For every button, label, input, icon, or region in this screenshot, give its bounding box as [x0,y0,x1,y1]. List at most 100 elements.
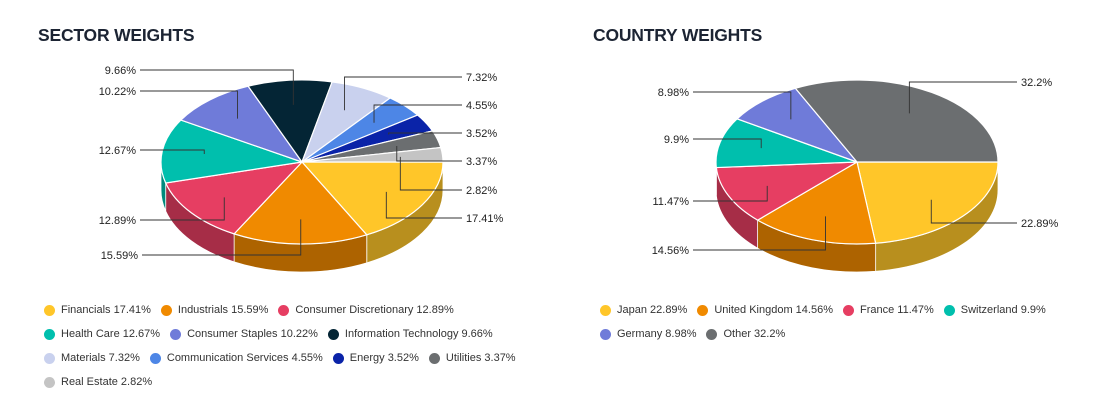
leader-line-industrials [142,219,302,256]
country-weights-pie-chart: 22.89% 14.56% 11.47% 9.9% 8.98% 32.2% [652,77,1059,273]
leader-line-information-technology [140,69,294,105]
legend-item-information-technology[interactable]: Information Technology 9.66% [327,322,493,346]
legend-item-france[interactable]: France 11.47% [842,298,934,322]
leader-line-germany [693,91,792,120]
legend-label: Materials 7.32% [61,352,140,364]
legend-item-financials[interactable]: Financials 17.41% [44,298,151,322]
leader-line-france [693,185,768,202]
legend-swatch-icon [44,376,55,388]
leader-line-consumer-staples [140,90,238,119]
legend-swatch-icon [943,304,955,316]
leader-line-japan [930,199,1017,224]
pie-slice-real-estate[interactable] [301,146,444,163]
country-weights-panel: COUNTRY WEIGHTS 22.89% 14.56% 11.47% 9.9% 8.… [560,0,1099,418]
leader-line-other [908,81,1017,114]
pie-slice-financials[interactable] [300,161,444,236]
legend-swatch-icon [706,328,718,340]
data-label-consumer-staples: 10.22% [99,86,137,98]
data-label-utilities: 3.37% [466,156,497,168]
legend-item-united-kingdom[interactable]: United Kingdom 14.56% [697,298,833,322]
legend-swatch-icon [842,304,854,316]
pie-slice-france[interactable] [715,161,858,221]
legend-label: Other 32.2% [723,328,786,340]
data-label-consumer-discretionary: 12.89% [99,215,137,227]
legend-item-communication-services[interactable]: Communication Services 4.55% [149,346,323,370]
legend-item-switzerland[interactable]: Switzerland 9.9% [943,298,1046,322]
legend-label: Consumer Discretionary 12.89% [295,304,454,316]
leader-line-consumer-discretionary [140,197,225,221]
leader-line-financials [385,191,462,219]
data-label-financials: 17.41% [466,213,504,225]
pie-data-labels: 17.41% 15.59% 12.89% 12.67% 10.22% 9.66% 7.32%… [99,65,504,262]
data-label-france: 11.47% [653,196,690,208]
leader-line-switzerland [693,138,762,149]
data-label-germany: 8.98% [658,87,689,99]
legend-swatch-icon [600,304,611,316]
pie-slice-health-care[interactable] [160,119,303,184]
legend-item-consumer-discretionary[interactable]: Consumer Discretionary 12.89% [278,298,454,322]
data-label-real-estate: 2.82% [466,185,497,197]
leader-line-energy [388,132,462,135]
data-label-communication-services: 4.55% [466,100,497,112]
leader-line-health-care [140,149,205,155]
pie-slice-germany[interactable] [735,87,859,164]
legend-swatch-icon [327,328,339,340]
data-label-switzerland: 9.9% [664,134,689,146]
legend-item-japan[interactable]: Japan 22.89% [600,298,687,322]
leader-line-real-estate [399,156,462,191]
legend-label: Switzerland 9.9% [960,304,1046,316]
sector-weights-legend: Financials 17.41% Industrials 15.59% Consu… [44,298,556,394]
legend-label: United Kingdom 14.56% [714,304,833,316]
country-weights-title: COUNTRY WEIGHTS [593,25,763,45]
pie-slice-switzerland[interactable] [715,118,858,169]
legend-label: France 11.47% [859,304,934,316]
data-label-health-care: 12.67% [99,145,137,157]
data-label-energy: 3.52% [466,128,497,140]
legend-item-health-care[interactable]: Health Care 12.67% [44,322,160,346]
legend-swatch-icon [160,304,172,316]
legend-item-other[interactable]: Other 32.2% [706,322,785,346]
legend-swatch-icon [332,352,344,364]
legend-label: Consumer Staples 10.22% [187,328,318,340]
legend-swatch-icon [697,304,709,316]
legend-label: Health Care 12.67% [61,328,161,340]
pie-data-labels: 22.89% 14.56% 11.47% 9.9% 8.98% 32.2% [652,77,1059,257]
legend-label: Utilities 3.37% [445,352,516,364]
legend-item-energy[interactable]: Energy 3.52% [332,346,419,370]
data-label-japan: 22.89% [1021,218,1059,230]
pie-slice-other[interactable] [794,79,999,163]
data-label-materials: 7.32% [466,72,497,84]
pie-slice-information-technology[interactable] [247,79,333,164]
legend-item-real-estate[interactable]: Real Estate 2.82% [44,370,152,394]
sector-weights-title: SECTOR WEIGHTS [38,25,195,45]
legend-swatch-icon [600,328,611,340]
legend-item-industrials[interactable]: Industrials 15.59% [160,298,268,322]
pie-slice-japan[interactable] [856,161,999,244]
legend-item-utilities[interactable]: Utilities 3.37% [428,346,516,370]
sector-weights-pie-chart: 17.41% 15.59% 12.89% 12.67% 10.22% 9.66% 7.32%… [99,65,504,273]
legend-label: Information Technology 9.66% [344,328,493,340]
data-label-information-technology: 9.66% [105,65,136,77]
pie-slice-consumer-staples[interactable] [179,85,304,164]
leader-line-utilities [396,145,462,162]
leader-line-united-kingdom [693,216,826,251]
legend-swatch-icon [44,304,55,316]
country-weights-legend: Japan 22.89% United Kingdom 14.56% France … [600,298,1090,346]
leader-line-materials [344,76,462,111]
legend-item-germany[interactable]: Germany 8.98% [600,322,696,346]
pie-slices [160,79,444,245]
pie-slice-consumer-discretionary[interactable] [164,161,304,235]
legend-item-consumer-staples[interactable]: Consumer Staples 10.22% [170,322,318,346]
legend-swatch-icon [44,352,55,364]
data-label-other: 32.2% [1021,77,1052,89]
data-label-industrials: 15.59% [101,250,139,262]
legend-item-materials[interactable]: Materials 7.32% [44,346,140,370]
leader-line-communication-services [373,104,462,123]
legend-label: Germany 8.98% [617,328,697,340]
legend-swatch-icon [170,328,182,340]
pie-slice-industrials[interactable] [233,161,368,245]
legend-label: Energy 3.52% [349,352,419,364]
legend-swatch-icon [278,304,290,316]
pie-slice-united-kingdom[interactable] [756,161,877,245]
legend-label: Japan 22.89% [617,304,688,316]
